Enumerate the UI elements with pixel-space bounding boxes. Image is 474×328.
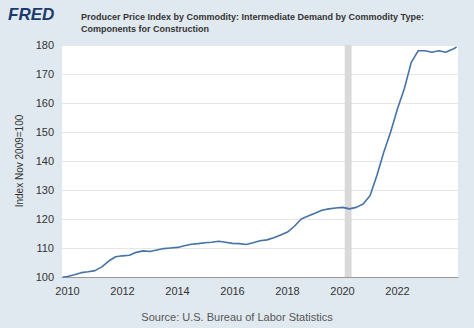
svg-text:Source: U.S. Bureau of Labor S: Source: U.S. Bureau of Labor Statistics	[141, 311, 333, 323]
svg-text:100: 100	[36, 271, 54, 283]
svg-text:180: 180	[36, 39, 54, 51]
svg-text:2010: 2010	[55, 285, 79, 297]
svg-text:2014: 2014	[165, 285, 189, 297]
svg-text:Index Nov 2009=100: Index Nov 2009=100	[14, 114, 25, 207]
svg-text:120: 120	[36, 213, 54, 225]
svg-text:2022: 2022	[385, 285, 409, 297]
svg-text:2016: 2016	[220, 285, 244, 297]
svg-text:130: 130	[36, 184, 54, 196]
svg-text:150: 150	[36, 126, 54, 138]
svg-text:140: 140	[36, 155, 54, 167]
svg-text:FRED: FRED	[8, 5, 54, 24]
svg-text:Producer Price Index by Commod: Producer Price Index by Commodity: Inter…	[81, 12, 426, 22]
svg-text:2012: 2012	[110, 285, 134, 297]
svg-text:170: 170	[36, 68, 54, 80]
svg-text:2018: 2018	[275, 285, 299, 297]
svg-text:2020: 2020	[330, 285, 354, 297]
svg-text:110: 110	[36, 242, 54, 254]
svg-text:Components for Construction: Components for Construction	[81, 24, 209, 34]
svg-text:160: 160	[36, 97, 54, 109]
